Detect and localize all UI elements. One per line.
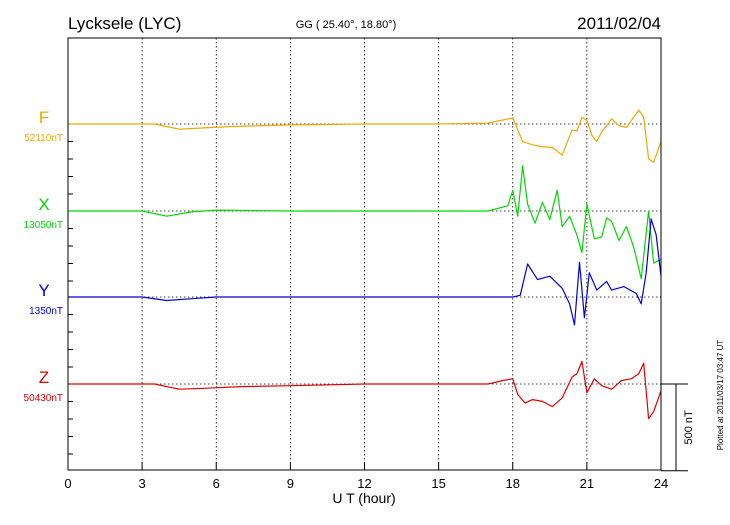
x-tick-label: 24 — [654, 476, 668, 491]
x-axis: 0 3 6 9 12 15 18 21 24 — [64, 462, 668, 491]
series-line-f — [68, 109, 662, 163]
x-tick-label: 12 — [357, 476, 371, 491]
series-name-z: Z — [39, 368, 49, 387]
plotted-at-note: Plotted at 2011/03/17 03:47 UT — [716, 340, 725, 451]
series-baseline-y: 1350nT — [29, 306, 63, 317]
grid-layer — [68, 38, 661, 470]
x-tick-label: 18 — [506, 476, 520, 491]
series-layer: F 52110nT X 13050nT Y 1350nT Z 50430nT — [24, 108, 662, 455]
series-baseline-x: 13050nT — [24, 220, 63, 231]
x-tick-label: 9 — [287, 476, 294, 491]
series-line-y — [68, 218, 662, 326]
coords-label: GG ( 25.40°, 18.80°) — [296, 19, 397, 31]
station-title: Lycksele (LYC) — [68, 14, 181, 33]
series-line-z — [68, 360, 662, 420]
series-line-x — [68, 165, 662, 280]
x-tick-label: 6 — [213, 476, 220, 491]
scale-bar: 500 nT — [661, 383, 695, 472]
x-tick-label: 21 — [580, 476, 594, 491]
scale-bar-label: 500 nT — [683, 410, 695, 445]
x-tick-label: 3 — [139, 476, 146, 491]
series-baseline-f: 52110nT — [24, 133, 63, 144]
date-label: 2011/02/04 — [577, 14, 661, 33]
series-baseline-z: 50430nT — [24, 393, 63, 404]
x-tick-label: 15 — [431, 476, 445, 491]
series-name-y: Y — [38, 281, 49, 300]
series-name-x: X — [38, 195, 49, 214]
x-axis-label: U T (hour) — [332, 490, 395, 506]
x-tick-label: 0 — [64, 476, 71, 491]
series-name-f: F — [39, 108, 49, 127]
